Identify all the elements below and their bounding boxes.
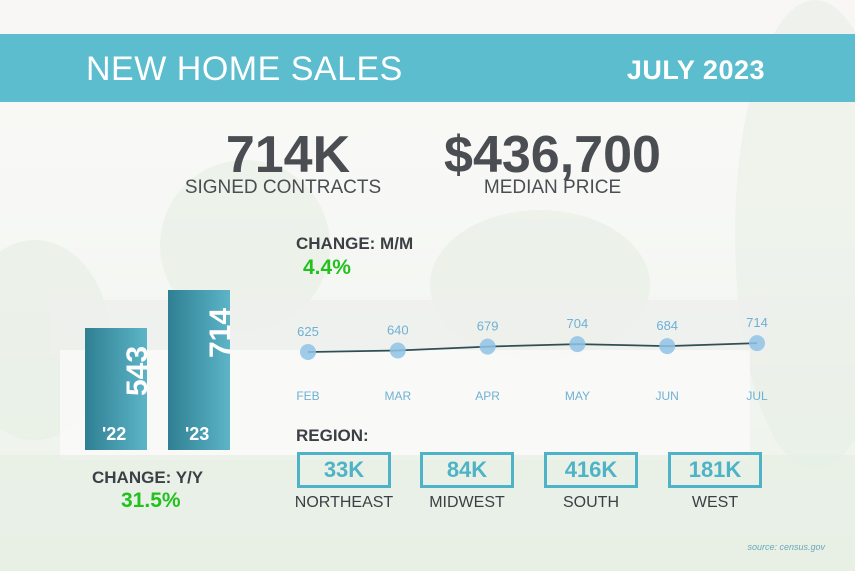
data-label-jul: 714 bbox=[746, 315, 768, 330]
data-point-feb bbox=[300, 344, 316, 360]
data-label-jun: 684 bbox=[656, 318, 678, 333]
tick-label-jul: JUL bbox=[746, 389, 768, 403]
region-name-northeast: NORTHEAST bbox=[294, 494, 394, 511]
region-value-west: 181K bbox=[688, 457, 742, 482]
region-label: REGION: bbox=[296, 426, 369, 445]
price-label: MEDIAN PRICE bbox=[483, 177, 622, 198]
data-point-mar bbox=[389, 342, 406, 359]
contracts-label: SIGNED CONTRACTS bbox=[184, 177, 382, 198]
data-point-apr bbox=[479, 338, 496, 355]
tick-label-apr: APR bbox=[475, 389, 500, 403]
region-box-south bbox=[544, 452, 638, 488]
data-label-mar: 640 bbox=[387, 323, 409, 338]
change-yy-value: 31.5% bbox=[121, 489, 181, 512]
region-value-northeast: 33K bbox=[323, 457, 365, 482]
data-point-may bbox=[569, 336, 586, 353]
region-box-northeast bbox=[297, 452, 391, 488]
data-point-jun bbox=[659, 338, 676, 355]
source-note: source: census.gov bbox=[747, 542, 825, 552]
data-label-feb: 625 bbox=[297, 324, 319, 339]
bar-0 bbox=[85, 328, 147, 450]
region-value-south: 416K bbox=[564, 457, 618, 482]
contracts-value: 714K bbox=[225, 126, 351, 184]
region-value-midwest: 84K bbox=[446, 457, 488, 482]
data-label-apr: 679 bbox=[477, 319, 499, 334]
bar-category-label-1: '23 bbox=[185, 424, 210, 444]
report-date: JULY 2023 bbox=[626, 55, 765, 85]
region-name-south: SOUTH bbox=[563, 494, 619, 511]
region-name-midwest: MIDWEST bbox=[429, 494, 505, 511]
series-line bbox=[307, 342, 758, 353]
header-banner bbox=[0, 34, 855, 102]
page-title: NEW HOME SALES bbox=[86, 50, 403, 88]
region-name-west: WEST bbox=[691, 494, 739, 511]
bar-1 bbox=[168, 290, 230, 450]
tick-label-jun: JUN bbox=[656, 389, 679, 403]
change-mm-value: 4.4% bbox=[303, 256, 351, 279]
region-box-midwest bbox=[420, 452, 514, 488]
tick-label-mar: MAR bbox=[384, 389, 411, 403]
region-box-west bbox=[668, 452, 762, 488]
tick-label-may: MAY bbox=[565, 389, 590, 403]
data-point-jul bbox=[749, 335, 765, 352]
data-label-may: 704 bbox=[567, 316, 589, 331]
change-mm-label: CHANGE: M/M bbox=[296, 234, 414, 253]
change-yy-label: CHANGE: Y/Y bbox=[92, 468, 204, 487]
price-value: $436,700 bbox=[444, 126, 661, 184]
tick-label-feb: FEB bbox=[296, 389, 319, 403]
bar-category-label-0: '22 bbox=[102, 424, 127, 444]
